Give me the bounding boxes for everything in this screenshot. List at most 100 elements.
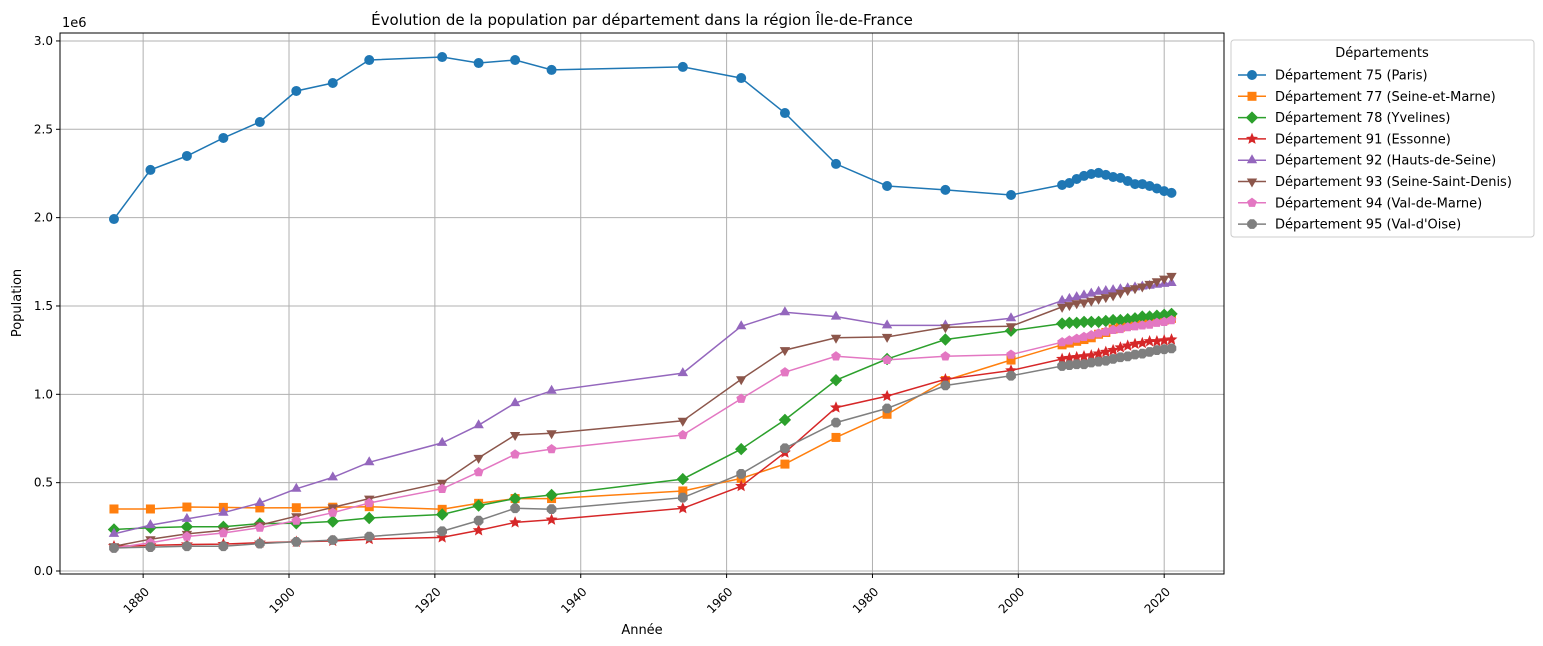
legend-marker <box>1247 91 1257 101</box>
legend-entry: Département 91 (Essonne) <box>1275 132 1451 147</box>
plot-frame <box>59 32 1225 575</box>
data-point <box>1064 292 1075 302</box>
data-point <box>546 430 557 440</box>
data-point <box>677 367 689 377</box>
data-point <box>510 503 520 514</box>
data-point <box>1129 337 1142 350</box>
x-tick-label: 1940 <box>558 585 589 616</box>
data-point <box>1150 334 1163 347</box>
legend-entry: Département 93 (Seine-Saint-Denis) <box>1275 175 1512 190</box>
data-point <box>327 507 338 517</box>
data-point <box>1078 289 1090 299</box>
data-point <box>1165 333 1178 345</box>
y-axis: 0.0 0.5 1.0 1.5 2.0 2.5 3.0 <box>34 34 60 578</box>
data-point <box>1159 275 1170 285</box>
x-axis-label: Année <box>621 623 662 638</box>
data-point <box>1006 370 1016 381</box>
data-point <box>676 472 690 486</box>
data-point <box>678 492 688 503</box>
data-point <box>1006 190 1017 201</box>
data-point <box>939 333 952 346</box>
data-point <box>545 513 558 525</box>
data-point <box>509 397 521 407</box>
data-point <box>436 436 448 446</box>
data-point <box>362 511 376 525</box>
data-point <box>437 52 448 63</box>
data-point <box>830 310 842 320</box>
data-point <box>778 413 792 427</box>
data-point <box>1100 294 1112 304</box>
data-point <box>436 531 449 543</box>
y-tick-label: 0.0 <box>34 564 53 578</box>
legend-marker <box>1246 154 1258 164</box>
data-point <box>1115 289 1126 299</box>
data-point <box>180 520 194 534</box>
data-point <box>1071 300 1082 310</box>
data-point <box>473 454 484 464</box>
legend-entry: Département 94 (Val-de-Marne) <box>1275 196 1482 211</box>
data-point <box>109 543 119 553</box>
data-point <box>364 456 375 466</box>
legend-entry: Département 77 (Seine-et-Marne) <box>1275 90 1496 105</box>
data-point <box>326 515 340 528</box>
data-point <box>1077 350 1090 362</box>
y-tick-label: 0.5 <box>34 476 53 490</box>
data-point <box>734 442 748 456</box>
series-3 <box>107 333 1178 552</box>
series-6 <box>109 314 1177 553</box>
data-point <box>254 117 265 128</box>
data-point <box>1122 287 1133 297</box>
data-point <box>736 469 746 479</box>
data-point <box>1136 336 1149 349</box>
data-point <box>831 158 841 169</box>
series-line <box>113 313 1172 531</box>
x-tick-label: 1900 <box>266 585 297 616</box>
legend-entry: Département 92 (Hauts-de-Seine) <box>1275 154 1496 169</box>
data-point <box>510 55 521 66</box>
data-point <box>181 150 192 161</box>
data-point <box>291 537 302 547</box>
data-point <box>780 443 790 453</box>
data-point <box>437 483 447 493</box>
series-0 <box>108 52 1177 225</box>
data-point <box>779 306 791 316</box>
data-point <box>364 497 375 508</box>
data-point <box>182 502 192 512</box>
data-point <box>829 401 843 413</box>
data-point <box>881 319 893 329</box>
data-point <box>882 181 893 192</box>
data-point <box>1064 302 1075 312</box>
data-point <box>1092 347 1105 359</box>
legend-entry: Département 78 (Yvelines) <box>1275 111 1450 126</box>
data-point <box>473 419 484 429</box>
legend-title: Départements <box>1335 46 1429 61</box>
data-point <box>1129 285 1141 295</box>
data-point <box>940 184 951 195</box>
x-tick-label: 2020 <box>1142 585 1173 616</box>
data-point <box>1086 287 1097 297</box>
data-point <box>509 432 521 442</box>
data-point <box>1071 291 1082 301</box>
data-point <box>546 443 557 454</box>
data-point <box>779 108 790 119</box>
data-point <box>1006 349 1016 359</box>
data-point <box>678 429 688 440</box>
data-point <box>546 64 557 75</box>
data-point <box>109 504 119 514</box>
y-tick-label: 1.0 <box>34 387 53 401</box>
data-point <box>1086 297 1097 307</box>
data-point <box>182 541 192 552</box>
grid <box>60 33 1224 574</box>
series-5 <box>108 272 1177 553</box>
data-point <box>1158 334 1171 346</box>
data-point <box>291 503 301 513</box>
data-point <box>1166 272 1177 282</box>
data-point <box>182 531 192 541</box>
data-point <box>1144 280 1155 290</box>
data-point <box>831 432 841 442</box>
legend-entry: Département 75 (Paris) <box>1275 69 1428 84</box>
data-point <box>327 471 338 481</box>
series-7 <box>109 343 1177 553</box>
